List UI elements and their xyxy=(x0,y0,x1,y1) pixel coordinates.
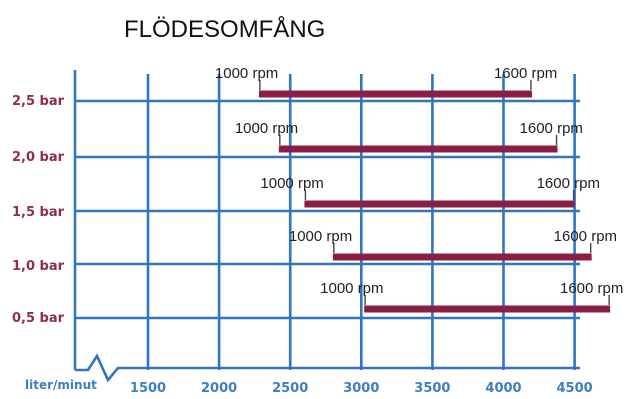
rpm-start-label: 1000 rpm xyxy=(260,175,323,192)
y-tick-label: 1,5 bar xyxy=(12,205,65,220)
flow-range-bar xyxy=(258,90,532,98)
rpm-start-label: 1000 rpm xyxy=(289,228,352,245)
rpm-labels: 1000 rpm 1600 rpm 1000 rpm 1600 rpm 1000 rpm… xyxy=(215,65,623,305)
x-tick-label: 3500 xyxy=(414,381,450,396)
x-tick-label: 2500 xyxy=(272,381,308,396)
flow-range-bar xyxy=(278,145,558,153)
rpm-end-label: 1600 rpm xyxy=(520,120,583,137)
rpm-start-label: 1000 rpm xyxy=(215,65,278,82)
x-axis-labels: 1500 2000 2500 3000 3500 4000 4500 xyxy=(130,381,593,396)
x-tick-label: 2000 xyxy=(201,381,237,396)
x-tick-label: 3000 xyxy=(343,381,379,396)
bars xyxy=(258,90,611,313)
x-axis-break xyxy=(75,353,580,383)
y-tick-label: 2,0 bar xyxy=(12,150,65,165)
x-tick-label: 4000 xyxy=(485,381,521,396)
y-tick-label: 2,5 bar xyxy=(12,94,65,109)
rpm-end-label: 1600 rpm xyxy=(560,280,623,297)
rpm-end-label: 1600 rpm xyxy=(537,175,600,192)
y-axis-labels: 2,5 bar 2,0 bar 1,5 bar 1,0 bar 0,5 bar xyxy=(12,94,65,326)
flow-range-bar xyxy=(364,305,611,313)
x-tick-label: 1500 xyxy=(130,381,166,396)
grid xyxy=(73,70,580,383)
chart-title: FLÖDESOMFÅNG xyxy=(124,15,325,43)
y-tick-label: 1,0 bar xyxy=(12,259,65,274)
rpm-start-label: 1000 rpm xyxy=(320,280,383,297)
y-tick-label: 0,5 bar xyxy=(12,311,65,326)
x-axis-unit-label: liter/minut xyxy=(25,378,97,392)
rpm-end-label: 1600 rpm xyxy=(494,65,557,82)
flow-range-bar xyxy=(332,253,592,261)
flow-range-bar xyxy=(304,200,575,208)
rpm-end-label: 1600 rpm xyxy=(554,228,617,245)
x-tick-label: 4500 xyxy=(557,381,593,396)
rpm-start-label: 1000 rpm xyxy=(235,120,298,137)
